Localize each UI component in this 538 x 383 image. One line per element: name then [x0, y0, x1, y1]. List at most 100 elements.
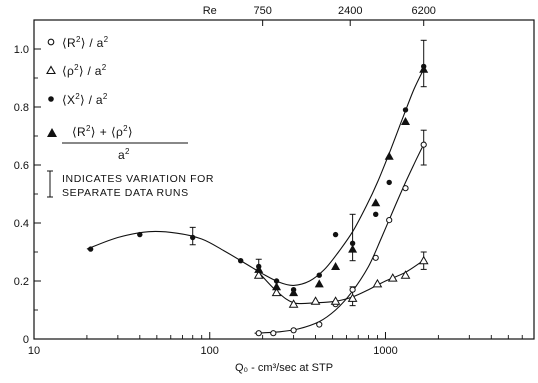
- open-triangle-point: [271, 287, 282, 297]
- filled-circle-point: [316, 272, 322, 278]
- filled-circle-point: [237, 258, 244, 264]
- top-tick-label: 2400: [338, 5, 362, 17]
- open-triangle-point: [253, 270, 264, 279]
- y-tick-label: 0.4: [14, 218, 29, 230]
- legend-rho2-pre: ⟨ρ: [62, 64, 74, 78]
- legend-denominator-sup: 2: [125, 147, 130, 156]
- fit-curves: [86, 66, 426, 334]
- filled-triangle-point: [314, 279, 324, 288]
- top-tick-label: 750: [253, 5, 271, 17]
- open-circle-point: [255, 330, 262, 337]
- legend-rho2-post: ⟩ / a: [79, 64, 102, 78]
- x-tick-label: 1000: [373, 345, 397, 357]
- legend-r2-post: ⟩ / a: [81, 36, 104, 50]
- filled-circle-point: [273, 278, 280, 284]
- top-tick-label: 6200: [411, 5, 435, 17]
- legend-label-rho2: ⟨ρ2⟩ / a2: [62, 63, 107, 78]
- open-circle-point: [290, 327, 297, 334]
- legend-sum-a-post: ⟩: [91, 125, 96, 139]
- y-tick-label: 0.2: [14, 276, 29, 288]
- open-triangle-point: [288, 299, 299, 308]
- legend-sum-numerator: ⟨R2⟩ + ⟨ρ2⟩: [72, 124, 133, 139]
- axes: 10 100 1000 Q₀ - cm³/sec at STP 0 0.2 0.4 0.6 0.…: [14, 5, 535, 374]
- legend-sum-b-pre: ⟨ρ: [111, 125, 123, 139]
- filled-circle-point: [349, 240, 356, 246]
- legend-entry-variation: INDICATES VARIATION FOR SEPARATE DATA RU…: [47, 170, 214, 199]
- legend-label-r2: ⟨R2⟩ / a2: [62, 35, 109, 50]
- open-circle-point: [420, 141, 427, 148]
- y-tick-label: 0: [23, 334, 29, 346]
- legend-label-x2: ⟨X2⟩ / a2: [62, 92, 108, 107]
- filled-triangle-point: [348, 244, 358, 253]
- x-axis-label: Q₀ - cm³/sec at STP: [235, 362, 333, 374]
- legend-entry-r2: ⟨R2⟩ / a2: [47, 35, 109, 50]
- open-circle-point: [372, 254, 379, 261]
- legend-filled-circle-marker: [48, 96, 54, 102]
- data-markers: [87, 63, 429, 337]
- legend-entry-rho2: ⟨ρ2⟩ / a2: [46, 63, 107, 78]
- legend-sum-plus: +: [100, 125, 107, 139]
- plot-frame: [33, 19, 535, 340]
- open-circle-point: [316, 321, 323, 328]
- legend-r2-sup: 2: [76, 35, 81, 44]
- open-triangle-point: [418, 255, 429, 265]
- plot-area-border: [33, 19, 535, 340]
- top-axis-title: Re: [203, 5, 217, 17]
- legend-variation-note-line1: INDICATES VARIATION FOR: [62, 173, 214, 185]
- y-tick-label: 1.0: [14, 44, 29, 56]
- open-triangle-point: [310, 296, 321, 305]
- filled-circle-point: [402, 107, 409, 113]
- legend-entry-x2: ⟨X2⟩ / a2: [48, 92, 108, 107]
- fit-curve-series-0: [254, 141, 426, 334]
- open-circle-point: [386, 217, 393, 224]
- legend-sum-b-sup: 2: [123, 124, 128, 133]
- filled-triangle-point: [401, 117, 411, 125]
- legend-rho2-sup2: 2: [102, 63, 107, 72]
- fit-curve-series-1: [258, 258, 426, 305]
- filled-triangle-point: [289, 288, 299, 297]
- legend-sum-b-post: ⟩: [128, 125, 133, 139]
- x-tick-label: 10: [28, 345, 40, 357]
- filled-circle-point: [373, 211, 379, 217]
- legend-sum-a-sup: 2: [86, 124, 91, 133]
- filled-circle-point: [87, 246, 94, 252]
- open-circle-point: [349, 286, 356, 293]
- legend-sum-a-pre: ⟨R: [72, 125, 86, 139]
- legend-x2-sup: 2: [75, 92, 80, 101]
- legend-r2-pre: ⟨R: [62, 36, 76, 50]
- filled-triangle-point: [384, 151, 394, 160]
- legend-variation-note-line2: SEPARATE DATA RUNS: [62, 187, 189, 199]
- filled-triangle-point: [254, 264, 264, 273]
- open-triangle-point: [400, 270, 411, 279]
- open-triangle-point: [387, 273, 398, 282]
- legend-x2-sup2: 2: [103, 92, 108, 101]
- legend-x2-post: ⟩ / a: [80, 93, 103, 107]
- legend-rho2-sup: 2: [74, 63, 79, 72]
- legend-filled-triangle-marker: [47, 128, 57, 137]
- legend-sum-denominator: a2: [118, 147, 130, 162]
- legend-r2-sup2: 2: [104, 35, 109, 44]
- filled-triangle-point: [419, 64, 429, 73]
- legend-open-triangle-marker: [46, 65, 56, 75]
- open-triangle-point: [372, 278, 383, 288]
- filled-circle-point: [332, 231, 339, 238]
- filled-circle-point: [386, 179, 392, 186]
- legend: ⟨R2⟩ / a2 ⟨ρ2⟩ / a2 ⟨X2⟩ / a2 ⟨R2⟩ + ⟨ρ2⟩ …: [46, 35, 214, 199]
- open-triangle-point: [330, 296, 341, 305]
- legend-denominator-base: a: [118, 148, 125, 162]
- legend-entry-sum: ⟨R2⟩ + ⟨ρ2⟩ a2: [47, 124, 188, 162]
- filled-triangle-point: [371, 198, 381, 207]
- open-circle-point: [270, 330, 277, 337]
- filled-circle-point: [190, 234, 196, 241]
- legend-open-circle-marker: [47, 38, 55, 46]
- open-circle-point: [402, 185, 409, 192]
- filled-triangle-point: [331, 262, 341, 270]
- error-bars: [189, 39, 427, 307]
- filled-circle-point: [137, 231, 143, 238]
- open-triangle-point: [347, 293, 358, 302]
- legend-x2-pre: ⟨X: [62, 93, 75, 107]
- y-tick-label: 0.6: [14, 160, 29, 172]
- y-tick-label: 0.8: [14, 102, 29, 114]
- x-tick-label: 100: [201, 345, 219, 357]
